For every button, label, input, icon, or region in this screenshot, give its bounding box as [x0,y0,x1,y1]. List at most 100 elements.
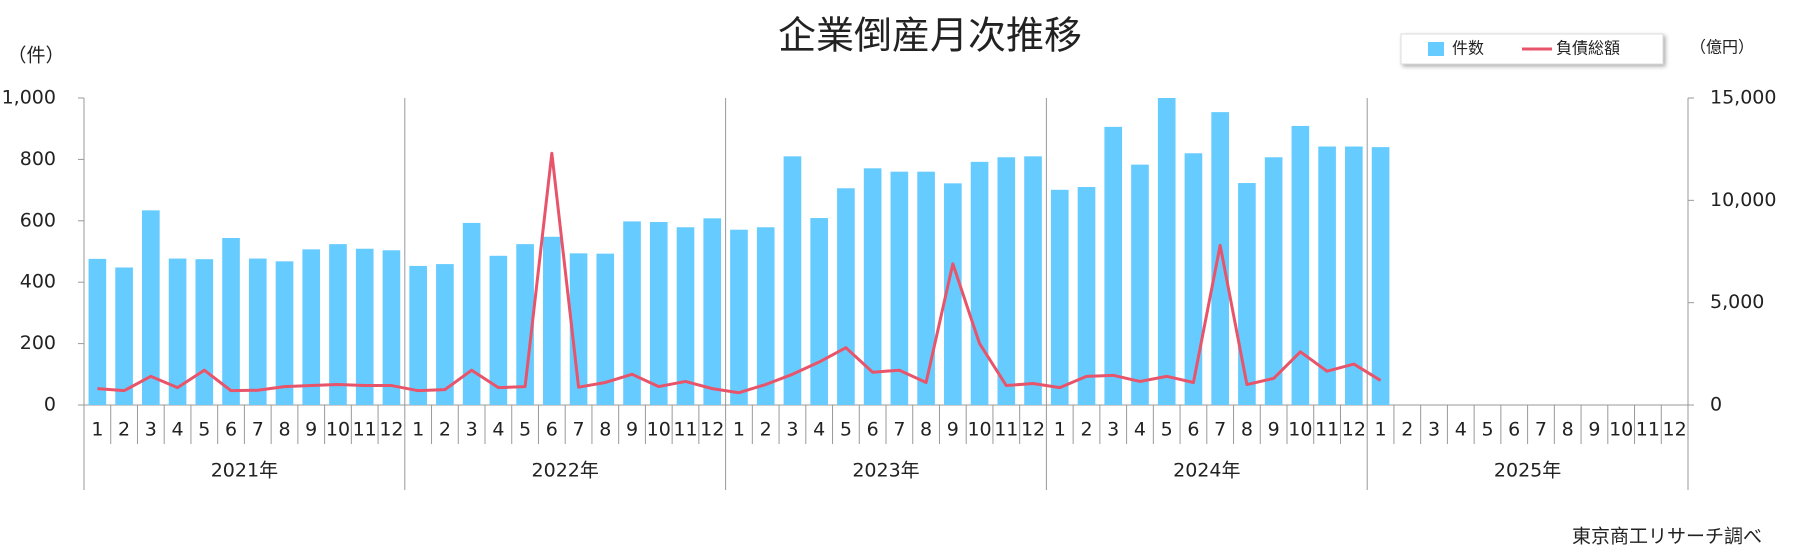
bar [222,237,240,405]
bar [409,265,427,405]
line [97,151,1382,395]
x-tick-label: 11 [1315,419,1339,441]
y2-tick-label: 0 [1710,394,1722,416]
bar [596,253,615,405]
x-tick-label: 2 [118,419,130,441]
bar [302,249,321,405]
bar [1291,125,1310,405]
bar [88,258,107,405]
x-tick-label: 9 [626,419,638,441]
legend-label: 負債総額 [1556,39,1620,58]
group-label: 2022年 [532,460,599,482]
bar [997,157,1016,405]
x-tick-label: 5 [1481,419,1493,441]
bar [623,221,641,405]
x-tick-label: 12 [1021,419,1045,441]
bar [1345,146,1363,406]
bar [1077,187,1096,405]
bar [756,227,775,405]
bar [1264,157,1283,405]
x-tick-label: 3 [1428,419,1440,441]
x-tick-label: 4 [1134,419,1146,441]
group-label: 2023年 [852,460,919,482]
bar [783,156,802,405]
x-tick-label: 10 [1288,419,1312,441]
x-tick-label: 10 [326,419,350,441]
group-label: 2024年 [1173,460,1240,482]
y-tick-label: 200 [20,332,56,354]
bar [890,171,909,405]
x-tick-label: 6 [225,419,237,441]
x-tick-label: 4 [1455,419,1467,441]
x-tick-label: 5 [198,419,210,441]
bar [275,261,294,405]
x-tick-label: 12 [1663,419,1687,441]
y-tick-label: 1,000 [2,87,56,109]
y2-tick-label: 10,000 [1710,189,1776,211]
bar [382,250,401,405]
bar [730,229,748,405]
x-tick-label: 9 [305,419,317,441]
bar [1318,146,1336,406]
x-tick-label: 1 [412,419,424,441]
x-tick-label: 5 [519,419,531,441]
x-tick-label: 1 [91,419,103,441]
legend-swatch [1428,42,1444,56]
bar [195,259,214,405]
bar [1371,147,1390,405]
x-tick-label: 6 [1508,419,1520,441]
x-tick-label: 7 [1214,419,1226,441]
x-tick-label: 5 [1161,419,1173,441]
x-tick-label: 4 [172,419,184,441]
x-tick-label: 1 [733,419,745,441]
bar [142,210,160,405]
y-tick-label: 800 [20,148,56,170]
x-tick-label: 11 [1636,419,1660,441]
x-tick-label: 10 [1609,419,1633,441]
bar [543,236,561,405]
bar [1131,164,1149,405]
bar [436,264,454,405]
x-tick-label: 5 [840,419,852,441]
x-tick-label: 11 [673,419,697,441]
x-tick-label: 9 [947,419,959,441]
y2-tick-label: 15,000 [1710,87,1776,109]
x-tick-label: 12 [700,419,724,441]
bar [863,168,882,405]
x-tick-label: 2 [1080,419,1092,441]
group-label: 2021年 [211,460,278,482]
bar [569,253,588,405]
x-tick-label: 7 [893,419,905,441]
bar [355,248,374,405]
x-tick-label: 10 [967,419,991,441]
x-tick-label: 2 [439,419,451,441]
bar [944,183,962,405]
x-tick-label: 1 [1054,419,1066,441]
bar [649,222,668,405]
x-tick-label: 8 [1241,419,1253,441]
x-tick-label: 7 [573,419,585,441]
bar [917,171,935,405]
bar [703,218,722,405]
x-tick-label: 12 [1342,419,1366,441]
bar [1238,183,1256,405]
x-tick-label: 12 [379,419,403,441]
x-tick-label: 6 [867,419,879,441]
x-tick-label: 7 [1535,419,1547,441]
x-tick-label: 9 [1268,419,1280,441]
bar [248,258,267,405]
bar [1157,98,1176,405]
x-tick-label: 2 [1401,419,1413,441]
x-tick-label: 3 [786,419,798,441]
x-tick-label: 6 [546,419,558,441]
x-tick-label: 3 [1107,419,1119,441]
bar [462,222,481,405]
x-tick-label: 11 [994,419,1018,441]
x-tick-label: 8 [1562,419,1574,441]
x-tick-label: 3 [466,419,478,441]
x-tick-label: 2 [760,419,772,441]
chart-title: 企業倒産月次推移 [778,14,1082,58]
bar [1024,156,1042,405]
y-tick-label: 600 [20,209,56,231]
